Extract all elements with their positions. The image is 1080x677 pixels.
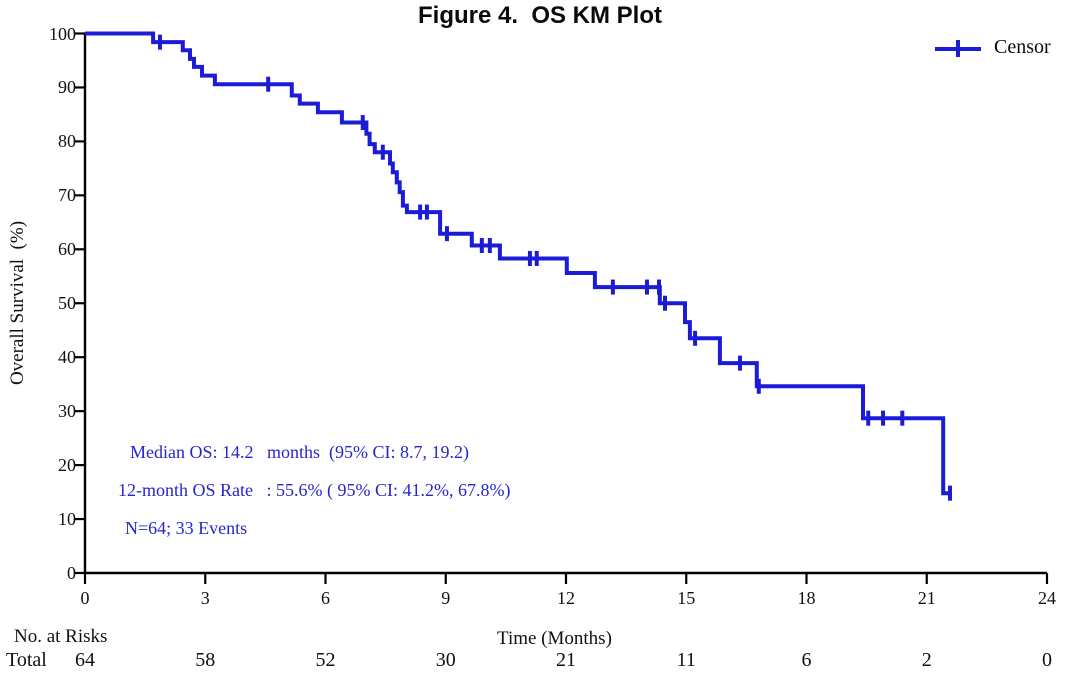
risk-count: 58 <box>195 649 216 671</box>
x-tick-label: 18 <box>797 588 816 608</box>
y-tick-label: 0 <box>67 563 76 583</box>
risk-count: 6 <box>801 649 812 671</box>
stats-annotations: Median OS: 14.2 months (95% CI: 8.7, 19.… <box>118 441 510 555</box>
x-tick-label: 3 <box>200 588 210 608</box>
y-tick-label: 50 <box>58 293 76 314</box>
x-tick-label: 21 <box>917 588 936 608</box>
os-rate-annotation: 12-month OS Rate : 55.6% ( 95% CI: 41.2%… <box>118 480 511 500</box>
y-tick-label: 80 <box>58 131 76 152</box>
risk-count: 0 <box>1042 649 1052 671</box>
median-os-annotation: Median OS: 14.2 months (95% CI: 8.7, 19.… <box>130 442 469 462</box>
risk-count: 64 <box>75 649 95 671</box>
x-tick-label: 24 <box>1038 588 1056 608</box>
y-tick-label: 20 <box>58 455 76 476</box>
risk-count: 52 <box>315 649 336 671</box>
x-tick-label: 15 <box>677 588 696 608</box>
x-tick-label: 12 <box>557 588 575 608</box>
y-tick-label: 40 <box>58 347 76 368</box>
risk-count: 21 <box>556 649 576 671</box>
risk-count: 30 <box>435 649 456 671</box>
figure-title: Figure 4. OS KM Plot <box>417 2 663 29</box>
y-tick-label: 70 <box>58 185 76 206</box>
x-axis-title: Time (Months) <box>497 628 612 649</box>
legend-label: Censor <box>994 36 1051 58</box>
legend-plus-icon <box>956 39 960 57</box>
legend: Censor <box>935 36 1051 59</box>
risk-row-label: Total <box>6 649 47 671</box>
risk-table-header: No. at Risks <box>14 626 108 647</box>
x-tick-label: 6 <box>321 588 330 608</box>
x-tick-label: 9 <box>441 588 451 608</box>
km-curve <box>85 31 951 496</box>
y-tick-label: 100 <box>49 23 76 44</box>
x-tick-label: 0 <box>80 588 90 608</box>
n-events-annotation: N=64; 33 Events <box>125 518 248 538</box>
y-tick-label: 30 <box>58 401 76 422</box>
y-tick-label: 90 <box>58 77 76 98</box>
risk-count: 11 <box>676 649 696 671</box>
y-tick-label: 10 <box>58 509 76 530</box>
y-tick-label: 60 <box>58 239 76 260</box>
risk-count: 2 <box>921 649 932 671</box>
censor-marker-icon <box>935 38 981 58</box>
